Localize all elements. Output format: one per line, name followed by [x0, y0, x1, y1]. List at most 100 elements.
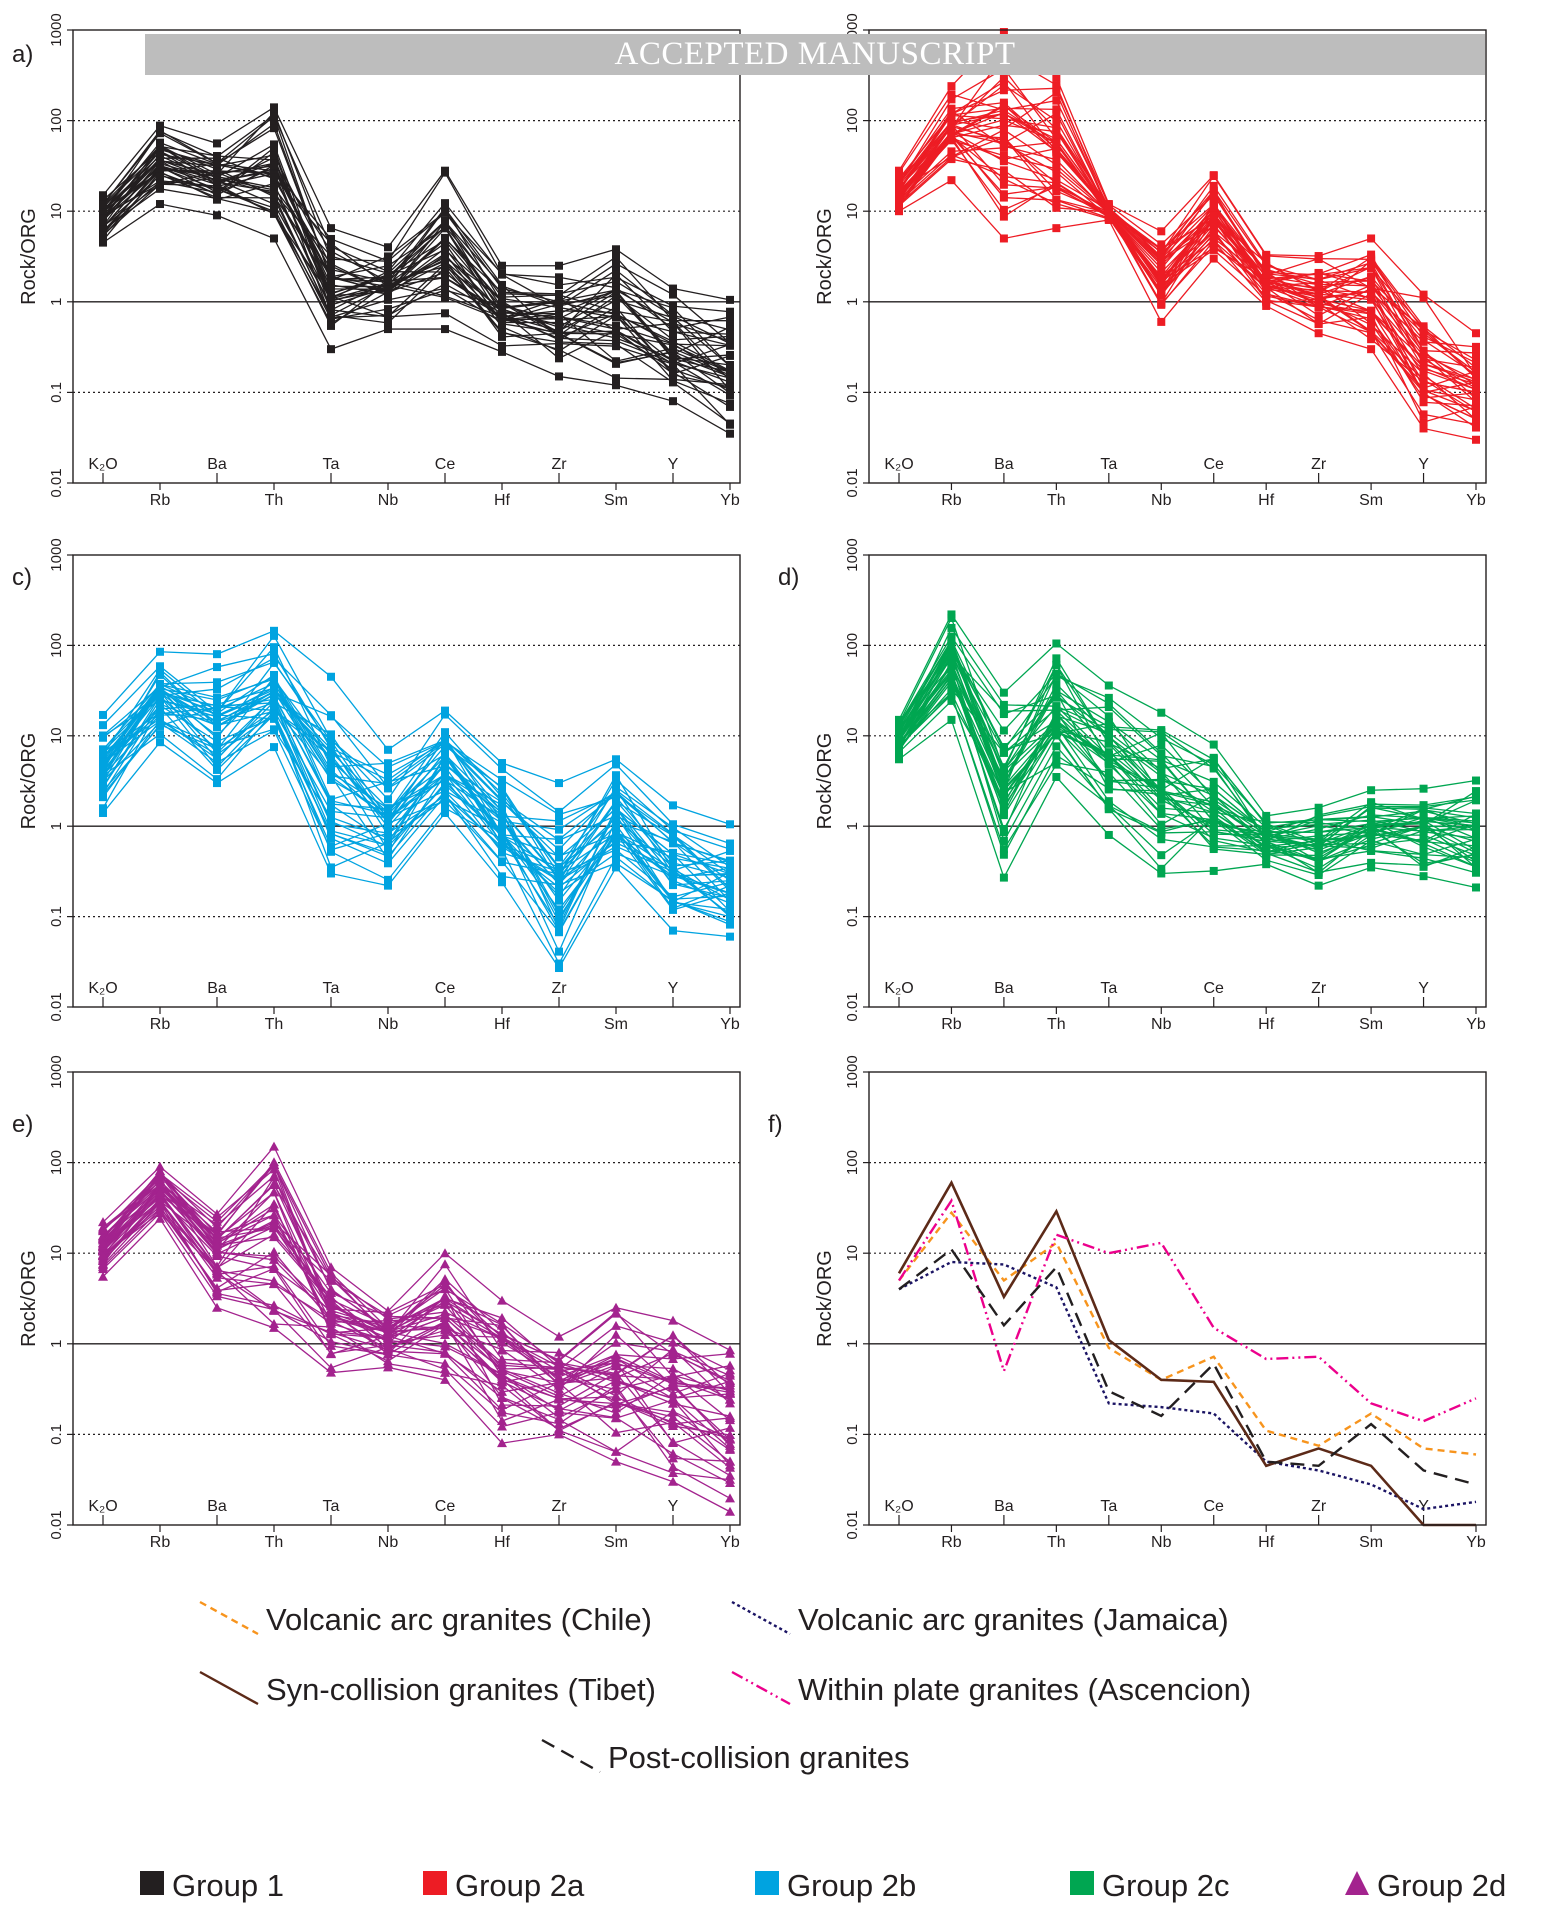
- sample-marker: [498, 261, 506, 270]
- sample-marker: [1052, 105, 1061, 114]
- sample-marker: [156, 692, 164, 701]
- sample-marker: [947, 106, 956, 115]
- sample-marker: [270, 691, 278, 700]
- panel-d: d) 0.01 0.1 1 10 100 1000 Rock/ORG K₂O Rb Ba Th Ta Nb…: [778, 538, 1487, 1033]
- sample-line: [102, 1183, 731, 1445]
- sample-marker: [1314, 843, 1323, 852]
- sample-line: [898, 671, 1477, 849]
- sample-marker: [1314, 302, 1323, 311]
- sample-marker: [999, 212, 1008, 221]
- x-tick-label: Ce: [1204, 1498, 1225, 1515]
- sample-marker: [1472, 348, 1480, 357]
- y-axis-label: Rock/ORG: [814, 208, 836, 305]
- panel-label: e): [12, 1111, 33, 1138]
- sample-marker: [1472, 868, 1480, 877]
- sample-marker: [669, 378, 677, 387]
- x-tick-label: Yb: [720, 1534, 740, 1551]
- sample-marker: [1314, 275, 1323, 284]
- sample-marker: [669, 327, 677, 336]
- sample-marker: [498, 759, 506, 768]
- sample-marker: [999, 139, 1008, 148]
- sample-marker: [1314, 810, 1323, 819]
- x-tick-label: Hf: [1258, 1534, 1275, 1551]
- sample-marker: [1157, 708, 1166, 717]
- sample-marker: [555, 852, 563, 861]
- x-tick-label: Zr: [1311, 980, 1327, 997]
- sample-marker: [327, 293, 335, 302]
- sample-marker: [1367, 335, 1376, 344]
- x-tick-label: Ta: [323, 456, 340, 473]
- sample-marker: [1104, 768, 1113, 777]
- sample-marker: [326, 1336, 336, 1346]
- legend-line-sample: [199, 1670, 259, 1706]
- sample-marker: [999, 700, 1008, 709]
- sample-marker: [384, 875, 392, 884]
- sample-marker: [999, 180, 1008, 189]
- sample-marker: [213, 695, 221, 704]
- sample-line: [898, 124, 1477, 391]
- sample-marker: [1209, 188, 1218, 197]
- sample-lines: [895, 28, 1480, 444]
- sample-marker: [725, 1506, 735, 1516]
- sample-marker: [1314, 280, 1323, 289]
- y-tick-label: 0.1: [844, 1424, 861, 1445]
- sample-marker: [725, 1360, 735, 1370]
- sample-line: [102, 1200, 731, 1392]
- sample-marker: [947, 90, 956, 99]
- sample-line: [898, 107, 1477, 364]
- sample-marker: [1157, 804, 1166, 813]
- x-tick-label: Zr: [1311, 456, 1327, 473]
- sample-marker: [555, 334, 563, 343]
- sample-marker: [555, 807, 563, 816]
- sample-marker: [498, 843, 506, 852]
- sample-marker: [725, 1394, 735, 1404]
- sample-marker: [1052, 148, 1061, 157]
- sample-marker: [555, 896, 563, 905]
- sample-marker: [155, 1179, 165, 1189]
- sample-marker: [612, 760, 620, 769]
- sample-line: [102, 741, 731, 970]
- sample-marker: [213, 702, 221, 711]
- sample-marker: [947, 671, 956, 680]
- sample-marker: [1157, 288, 1166, 297]
- sample-marker: [612, 775, 620, 784]
- sample-marker: [999, 109, 1008, 118]
- sample-marker: [156, 716, 164, 725]
- sample-marker: [612, 259, 620, 268]
- sample-line: [898, 114, 1477, 381]
- sample-line: [102, 671, 731, 879]
- sample-marker: [497, 1312, 507, 1322]
- panel-label: d): [778, 564, 799, 591]
- sample-marker: [725, 1378, 735, 1388]
- sample-marker: [1052, 168, 1061, 177]
- sample-marker: [1419, 854, 1428, 863]
- x-tick-label: Sm: [604, 1534, 628, 1551]
- sample-lines: [99, 103, 734, 438]
- sample-marker: [327, 771, 335, 780]
- sample-marker: [668, 1315, 678, 1325]
- sample-marker: [999, 234, 1008, 243]
- sample-marker: [99, 232, 107, 241]
- sample-marker: [327, 845, 335, 854]
- sample-marker: [726, 361, 734, 370]
- sample-marker: [999, 808, 1008, 817]
- sample-marker: [498, 306, 506, 315]
- sample-marker: [440, 1293, 450, 1303]
- sample-marker: [1419, 812, 1428, 821]
- sample-marker: [270, 119, 278, 128]
- sample-marker: [669, 318, 677, 327]
- series-line: [897, 1197, 1477, 1423]
- sample-marker: [497, 1320, 507, 1330]
- legend-line-label: Volcanic arc granites (Jamaica): [798, 1602, 1229, 1637]
- sample-marker: [1052, 660, 1061, 669]
- sample-marker: [612, 755, 620, 764]
- sample-marker: [269, 1254, 279, 1264]
- sample-marker: [384, 252, 392, 261]
- sample-line: [102, 146, 731, 373]
- sample-marker: [99, 804, 107, 813]
- sample-marker: [213, 177, 221, 186]
- sample-marker: [895, 719, 903, 728]
- sample-marker: [213, 737, 221, 746]
- sample-marker: [327, 795, 335, 804]
- sample-marker: [1104, 725, 1113, 734]
